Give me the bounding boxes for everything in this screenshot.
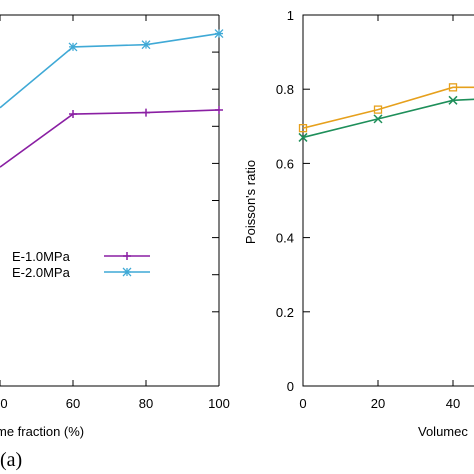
left-x-axis-title: me fraction (%) (0, 424, 84, 439)
left-x-tick-label: 60 (66, 396, 80, 411)
panel-label-a: (a) (0, 449, 22, 471)
right-data-point (373, 114, 383, 124)
legend-marker-sample (123, 252, 131, 260)
right-data-point (298, 124, 308, 133)
left-data-point (68, 42, 78, 52)
right-panel: 0 0.2 0.4 0.6 0.8 1 0 20 40 Poisson's ratio Vol… (243, 8, 474, 439)
right-y-tick-label: 0.4 (276, 231, 294, 246)
right-data-point (373, 105, 383, 114)
right-data-point (448, 95, 458, 105)
left-x-tick-label: 100 (208, 396, 230, 411)
right-y-tick-label: 1 (287, 8, 294, 23)
right-y-tick-label: 0 (287, 379, 294, 394)
right-data-point (298, 132, 308, 142)
left-series-line (0, 32, 220, 109)
right-series-line (302, 86, 474, 129)
right-x-axis-title: Volumec (418, 424, 468, 439)
left-data-point (142, 108, 150, 117)
left-panel: 0 60 80 100 me fraction (%) E-1.0MPaE-2.0MP… (0, 14, 230, 471)
right-x-tick-label: 20 (371, 396, 385, 411)
right-y-tick-label: 0.6 (276, 156, 294, 171)
right-y-tick-label: 0.2 (276, 305, 294, 320)
legend-marker-sample (122, 267, 132, 277)
right-panel-frame (302, 14, 474, 387)
legend-entry-label: E-2.0MPa (12, 265, 71, 280)
legend-entry-label: E-1.0MPa (12, 249, 71, 264)
left-x-tick-label: 0 (0, 396, 7, 411)
right-y-axis-title: Poisson's ratio (243, 160, 258, 244)
right-series-line (302, 98, 474, 139)
right-data-point (448, 83, 458, 92)
left-data-point (141, 40, 151, 50)
right-y-tick-label: 0.8 (276, 82, 294, 97)
left-series-line (0, 109, 220, 168)
left-x-tick-label: 80 (139, 396, 153, 411)
left-data-point (215, 105, 223, 114)
right-x-tick-label: 40 (446, 396, 460, 411)
right-x-tick-label: 0 (299, 396, 306, 411)
left-data-point (69, 110, 77, 119)
left-data-point (214, 29, 224, 39)
